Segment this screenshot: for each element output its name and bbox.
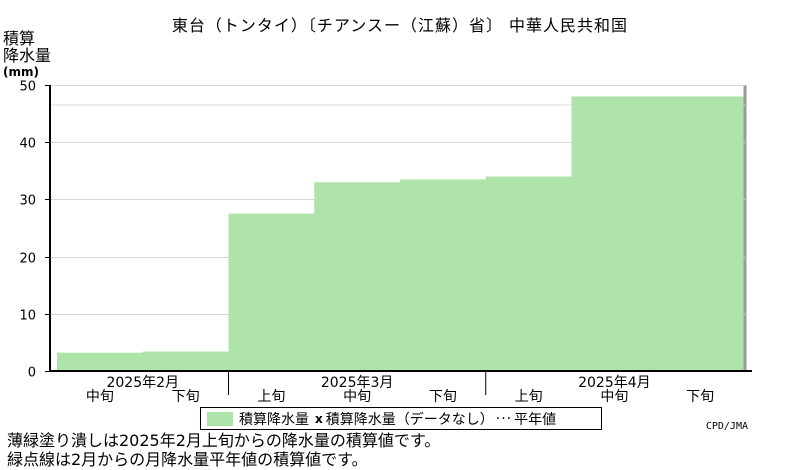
y-tick-label: 20 xyxy=(19,252,36,267)
chart-title: 東台（トンタイ）〔チアンスー（江蘇）省〕 中華人民共和国 xyxy=(171,16,629,35)
legend-swatch-fill xyxy=(207,411,233,426)
period-label: 上旬 xyxy=(515,389,543,405)
y-axis-label-unit: (mm) xyxy=(3,65,39,79)
period-label: 上旬 xyxy=(257,389,285,405)
period-label: 下旬 xyxy=(429,389,457,405)
legend-item-nodata: 積算降水量（データなし） xyxy=(325,411,494,428)
month-label: 2025年2月 xyxy=(106,375,179,391)
precipitation-bar xyxy=(228,213,315,371)
legend-item-accumulated: 積算降水量 xyxy=(239,411,309,428)
period-label: 中旬 xyxy=(600,389,628,405)
period-label: 中旬 xyxy=(343,389,371,405)
period-label: 下旬 xyxy=(686,389,714,405)
footnote-dotted: 緑点線は2月からの月降水量平年値の積算値です。 xyxy=(7,450,368,469)
period-label: 下旬 xyxy=(172,389,200,405)
y-tick-label: 10 xyxy=(19,309,36,324)
period-label: 中旬 xyxy=(86,389,114,405)
precipitation-bar xyxy=(314,182,401,371)
precipitation-bar xyxy=(657,96,744,371)
legend-dotted-line: ··· xyxy=(495,410,513,427)
y-tick-label: 30 xyxy=(19,194,36,209)
y-axis-unit-label: 積算 降水量 (mm) xyxy=(3,30,51,81)
footnote-fill: 薄緑塗り潰しは2025年2月上旬からの降水量の積算値です。 xyxy=(7,431,441,450)
legend: 積算降水量 x 積算降水量（データなし） ··· 平年値 xyxy=(200,407,602,430)
y-axis-label-line2: 降水量 xyxy=(3,46,52,65)
precipitation-bar xyxy=(142,351,229,371)
legend-marker-nodata: x xyxy=(315,411,323,426)
y-axis-label-line1: 積算 xyxy=(3,29,36,48)
precipitation-bar xyxy=(485,176,572,371)
month-label: 2025年3月 xyxy=(321,375,394,391)
y-tick-label: 40 xyxy=(19,137,36,152)
precipitation-bar xyxy=(400,179,487,371)
credit-label: CPD/JMA xyxy=(705,421,748,432)
y-tick-label: 0 xyxy=(28,366,36,381)
month-label: 2025年4月 xyxy=(578,375,651,391)
legend-item-normal: 平年値 xyxy=(514,411,557,428)
precipitation-bar xyxy=(57,352,144,371)
precipitation-bar xyxy=(571,96,658,371)
y-tick-label: 50 xyxy=(19,80,36,95)
